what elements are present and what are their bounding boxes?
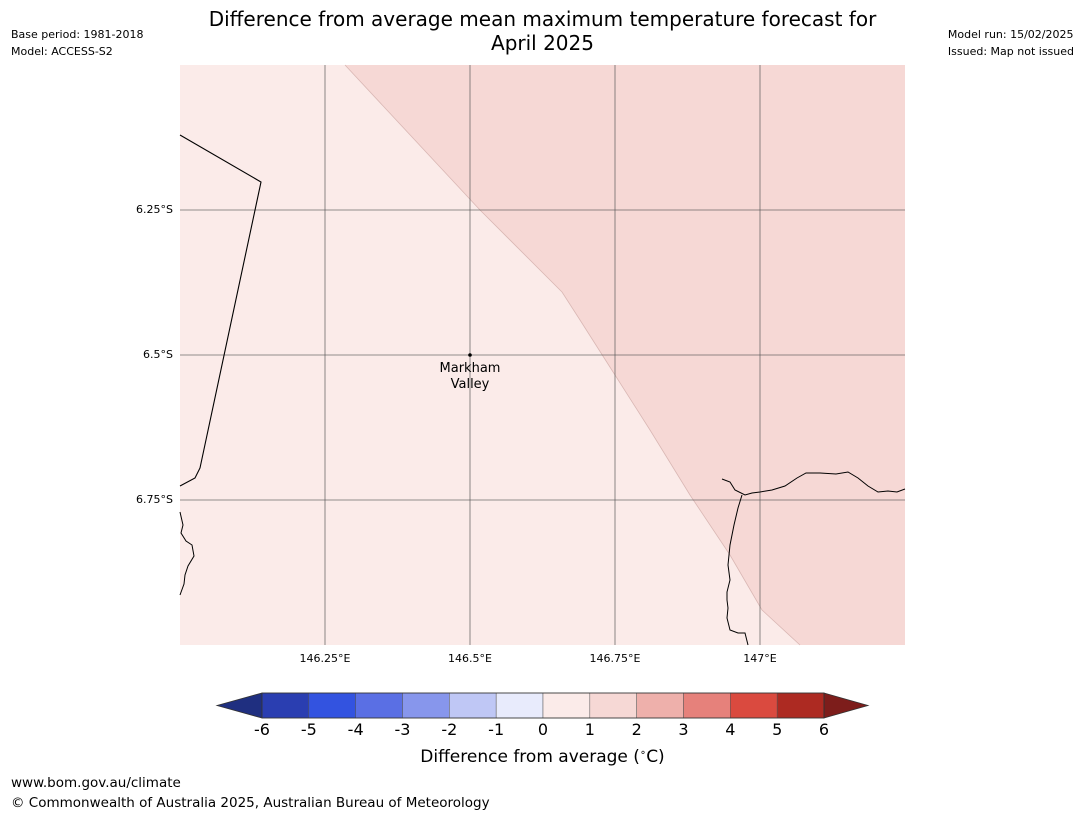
colorbar-bin (730, 692, 778, 719)
colorbar-title: Difference from average (∘C) (0, 747, 1085, 767)
colorbar-bin (402, 692, 450, 719)
graticule (180, 65, 905, 645)
colorbar-bin (683, 692, 731, 719)
degree-symbol: ∘ (639, 747, 647, 759)
colorbar (215, 692, 870, 719)
colorbar-tick-label: 5 (772, 720, 783, 739)
meta-right: Model run: 15/02/2025 Issued: Map not is… (948, 26, 1074, 60)
colorbar-outline (261, 692, 825, 719)
lat-label-6-75: 6.75°S (136, 493, 173, 506)
colorbar-bin (495, 692, 544, 719)
location-label-line2: Valley (451, 377, 490, 392)
colorbar-title-text: Difference from average (∘C) (420, 747, 665, 767)
meta-left: Base period: 1981-2018 Model: ACCESS-S2 (11, 26, 143, 60)
model-name: Model: ACCESS-S2 (11, 45, 113, 58)
colorbar-tick-label: -5 (300, 720, 317, 739)
lon-label-146-5: 146.5°E (448, 652, 492, 665)
colorbar-tick-label: 1 (584, 720, 595, 739)
colorbar-tick-label: 0 (537, 720, 549, 739)
colorbar-extend-high (823, 692, 870, 719)
colorbar-bin (449, 692, 497, 719)
base-period: Base period: 1981-2018 (11, 28, 144, 41)
contour-line (344, 64, 801, 646)
lat-label-6-5: 6.5°S (143, 348, 173, 361)
lon-label-146-75: 146.75°E (590, 652, 641, 665)
location-marker (468, 353, 472, 357)
lon-label-147: 147°E (743, 652, 776, 665)
colorbar-tick-label: 2 (631, 720, 642, 739)
footer-url: www.bom.gov.au/climate (11, 775, 181, 791)
colorbar-bin (308, 692, 356, 719)
issued-status: Issued: Map not issued (947, 45, 1074, 58)
lon-label-146-25: 146.25°E (300, 652, 351, 665)
coastline-east (721, 471, 906, 496)
model-run: Model run: 15/02/2025 (947, 28, 1074, 41)
lat-label-6-25: 6.25°S (136, 203, 173, 216)
colorbar-tick-label: -4 (347, 720, 364, 739)
colorbar-bin (355, 692, 403, 719)
river-east (726, 494, 749, 646)
map-title: Difference from average mean maximum tem… (0, 7, 1085, 55)
colorbar-bin (636, 692, 684, 719)
colorbar-tick-label: -1 (488, 720, 505, 739)
title-line-2: April 2025 (491, 31, 594, 55)
colorbar-tick-label: 6 (818, 720, 830, 739)
colorbar-bin (776, 692, 825, 719)
colorbar-tick-label: 3 (678, 720, 689, 739)
river-west (179, 511, 195, 596)
colorbar-tick-label: 4 (725, 720, 736, 739)
colorbar-tick-label: -3 (394, 720, 411, 739)
title-line-1: Difference from average mean maximum tem… (208, 7, 877, 31)
colorbar-bin (261, 692, 310, 719)
colorbar-bin (542, 692, 591, 719)
colorbar-bin (589, 692, 637, 719)
colorbar-extend-low (215, 692, 263, 719)
colorbar-tick-label: -6 (254, 720, 270, 739)
footer-copyright: © Commonwealth of Australia 2025, Austra… (11, 795, 490, 811)
location-label-line1: Markham (440, 361, 501, 376)
colorbar-tick-label: -2 (441, 720, 458, 739)
province-border (179, 134, 262, 487)
